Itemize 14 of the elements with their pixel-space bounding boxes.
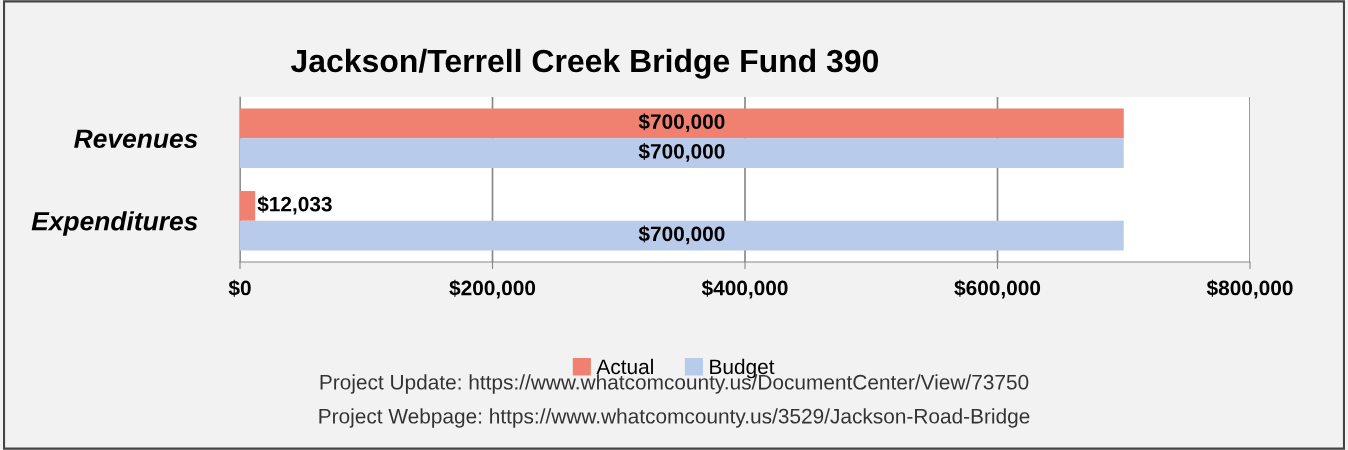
x-tick-label: $400,000 xyxy=(701,279,788,299)
y-tick-label: Expenditures xyxy=(31,211,198,236)
data-label: $12,033 xyxy=(257,195,332,215)
y-tick-label: Revenues xyxy=(74,129,198,149)
legend-label: Actual xyxy=(596,358,653,375)
x-tick-label: $600,000 xyxy=(954,279,1041,299)
x-tick-label: $800,000 xyxy=(1206,279,1293,299)
text: Project Webpage: https://www.whatcomcounty.us/3529/Jackson-Road-Bridge xyxy=(319,408,1030,428)
x-tick-label: $200,000 xyxy=(449,279,536,299)
data-label: $700,000 xyxy=(638,225,725,245)
chart-title: Jackson/Terrell Creek Bridge Fund 390 xyxy=(290,48,879,79)
data-label: $700,000 xyxy=(638,143,725,162)
x-tick-label: $0 xyxy=(228,279,251,297)
data-label: $700,000 xyxy=(638,113,725,133)
